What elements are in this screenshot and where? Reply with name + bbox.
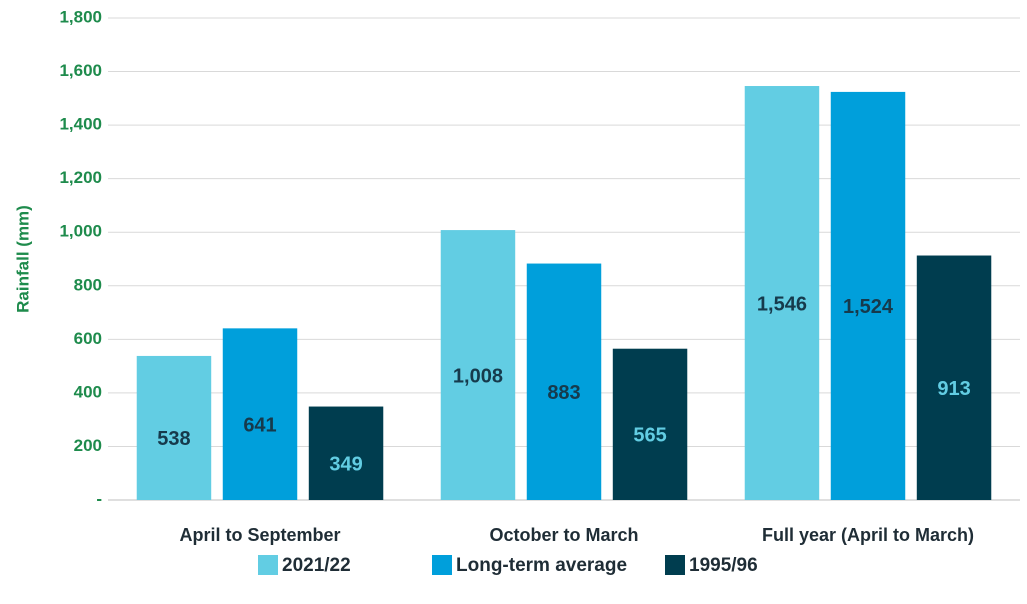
data-label: 1,546: [757, 293, 807, 315]
data-label: 913: [937, 378, 970, 400]
bar: [308, 406, 384, 500]
bar: [916, 255, 992, 500]
y-tick-label: 800: [74, 275, 102, 294]
bar: [222, 328, 298, 500]
data-label: 883: [547, 382, 580, 404]
y-tick-label: 1,800: [59, 7, 102, 26]
data-label: 565: [633, 425, 666, 447]
y-tick-label: 1,400: [59, 115, 102, 134]
data-label: 641: [243, 414, 276, 436]
bar: [830, 91, 906, 500]
x-tick-label: Full year (April to March): [762, 525, 974, 545]
x-tick-label: October to March: [489, 525, 638, 545]
bar: [440, 230, 516, 500]
y-tick-label: 200: [74, 436, 102, 455]
x-tick-label: April to September: [179, 525, 340, 545]
y-tick-label: 1,000: [59, 222, 102, 241]
legend-swatch: [432, 555, 452, 575]
legend-label: 2021/22: [282, 555, 351, 576]
y-tick-label: 1,200: [59, 168, 102, 187]
y-axis-label: Rainfall (mm): [13, 205, 32, 313]
bar: [526, 263, 602, 500]
legend-swatch: [258, 555, 278, 575]
y-tick-label: 600: [74, 329, 102, 348]
bar: [612, 348, 688, 500]
bar: [744, 86, 820, 500]
data-label: 1,524: [843, 296, 894, 318]
legend-swatch: [665, 555, 685, 575]
y-tick-label: -: [96, 489, 102, 508]
data-label: 1,008: [453, 365, 503, 387]
y-tick-label: 1,600: [59, 61, 102, 80]
legend-label: 1995/96: [689, 555, 758, 576]
data-label: 349: [329, 454, 362, 476]
legend-label: Long-term average: [456, 555, 627, 576]
y-tick-label: 400: [74, 382, 102, 401]
bar: [136, 355, 212, 500]
data-label: 538: [157, 428, 190, 450]
